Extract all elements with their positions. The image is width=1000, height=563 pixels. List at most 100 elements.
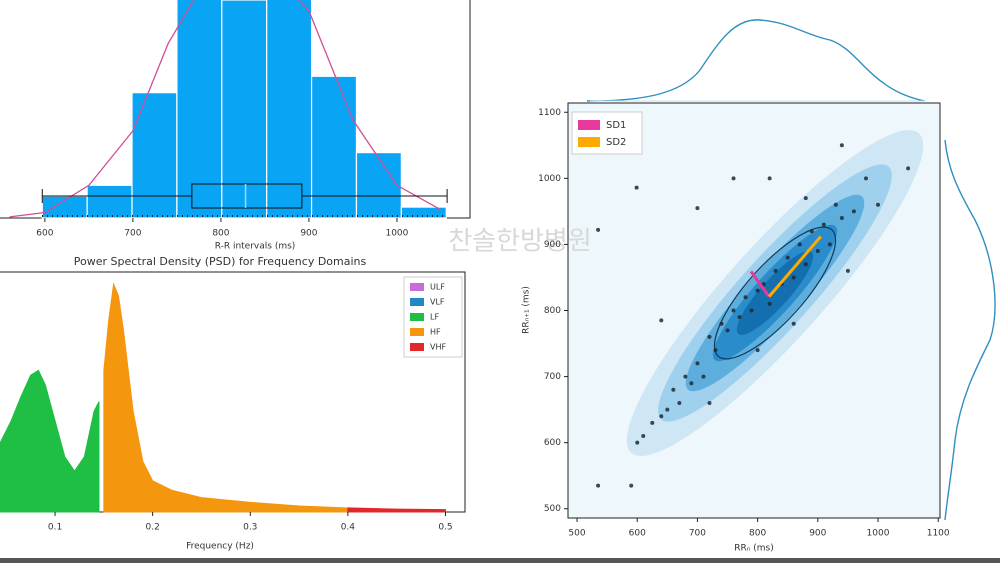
chart-title: Power Spectral Density (PSD) for Frequen… [74,255,367,268]
bar [131,92,178,219]
point [876,202,880,207]
point [767,301,772,306]
x-tick-label: 900 [809,529,826,539]
x-tick-label: 0.3 [243,523,257,533]
point [755,348,760,353]
point [707,401,712,406]
legend-label: SD1 [606,120,626,131]
sd-line [749,270,771,298]
point [671,387,676,392]
point [725,328,730,333]
x-axis-label: Frequency (Hz) [186,542,254,552]
y-axis-label: RRₙ₊₁ (ms) [522,286,532,334]
density-contours [626,130,924,456]
point [731,308,736,313]
point [596,483,601,488]
bar [86,184,133,219]
point [749,308,754,313]
point [659,414,664,419]
legend-swatch [410,298,424,306]
x-tick-label: 1100 [927,529,950,539]
x-axis-label: R-R intervals (ms) [215,242,296,252]
point [773,268,778,273]
bar [41,195,88,219]
x-tick-label: 1000 [385,229,408,239]
point [845,268,850,273]
y-tick-label: 700 [544,372,561,382]
legend-label: VHF [430,343,446,352]
top-marginal [586,19,926,102]
point [695,206,700,211]
area [0,369,100,513]
point [839,215,844,220]
point [803,196,808,201]
x-axis-label: RRₙ (ms) [734,544,773,554]
y-tick-label: 500 [544,504,561,514]
point [737,315,742,320]
sd-line [767,235,822,298]
point [791,321,796,326]
bar [266,0,313,219]
x-tick-label: 0.4 [341,523,356,533]
legend-label: LF [430,313,439,322]
point [839,143,844,148]
point [695,361,700,366]
point [629,483,634,488]
point [683,374,688,379]
x-tick-label: 500 [568,529,585,539]
x-tick-label: 700 [689,529,706,539]
x-tick-label: 700 [124,229,141,239]
bar [310,75,358,219]
legend-swatch [410,328,424,336]
legend-label: SD2 [606,137,626,148]
legend-swatch [578,120,600,130]
point [809,229,814,234]
point [767,176,772,181]
point [761,282,766,287]
point [755,288,760,293]
point [641,434,646,439]
x-tick-label: 900 [300,229,317,239]
point [797,242,802,247]
point [906,166,911,171]
legend-swatch [410,283,424,291]
bar [400,206,447,219]
point [803,262,808,267]
point [827,242,832,247]
point [596,227,601,232]
y-tick-label: 600 [544,438,561,448]
x-tick-label: 600 [629,529,646,539]
area [103,282,349,513]
point [815,249,820,254]
point [719,321,724,326]
area [347,507,446,513]
x-tick-label: 0.2 [145,523,159,533]
y-tick-label: 1000 [538,174,561,184]
point [833,202,838,207]
y-tick-label: 800 [544,306,561,316]
x-tick-label: 1000 [867,529,890,539]
box [191,183,303,209]
watermark: 찬솔한방병원 [448,227,592,257]
bar [355,152,402,219]
point [677,401,682,406]
point [713,348,718,353]
point [863,176,868,181]
point [743,295,748,300]
x-tick-label: 0.1 [48,523,62,533]
density-line [9,0,442,218]
bar [221,0,268,219]
point [665,407,670,412]
y-tick-label: 900 [544,240,561,250]
point [701,374,706,379]
screen-edge [0,558,1000,563]
y-tick-label: 1100 [538,108,561,118]
point [821,222,826,227]
right-marginal [944,139,996,521]
x-tick-label: 800 [749,529,766,539]
point [851,209,856,214]
legend-swatch [578,137,600,147]
legend-swatch [410,343,424,351]
point [635,440,640,445]
